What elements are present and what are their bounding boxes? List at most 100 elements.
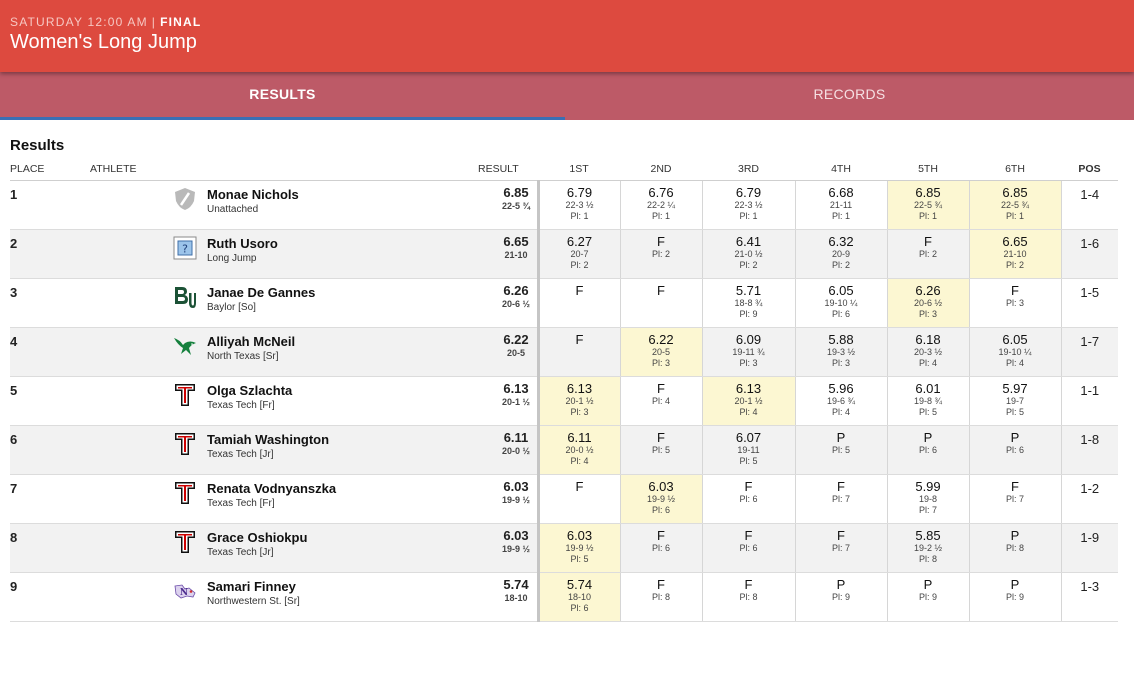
attempt-cell-2: 6.76 22-2 ¼ Pl: 1 (620, 180, 703, 230)
attempt-mark: 6.41 (735, 233, 762, 249)
attempt-cell-2: 6.03 19-9 ½ Pl: 6 (620, 474, 703, 524)
attempt-mark: F (744, 576, 753, 592)
attempt-cell-5: P Pl: 6 (887, 425, 970, 475)
attempt-place: Pl: 4 (831, 406, 850, 417)
tab-results[interactable]: RESULTS (0, 72, 565, 120)
attempt-imperial: 20-6 ½ (913, 297, 943, 308)
attempt-mark: 6.27 (566, 233, 593, 249)
attempt-place: Pl: 3 (570, 406, 589, 417)
attempt-imperial: 19-8 ¾ (913, 395, 943, 406)
result-mark: 6.13 (503, 380, 529, 396)
col-header-attempt-1[interactable]: 1ST (538, 158, 620, 181)
table-row[interactable]: 6 Tamiah Washington Texas Tech [Jr] 6.11 20-… (10, 425, 1118, 475)
attempt-mark: 6.68 (828, 184, 854, 200)
attempt-mark: F (575, 331, 584, 347)
attempt-mark: 6.03 (648, 478, 674, 494)
attempt-cell-3: 6.79 22-3 ½ Pl: 1 (702, 180, 796, 230)
attempt-place: Pl: 6 (1005, 444, 1024, 455)
result-mark: 6.65 (503, 233, 529, 249)
attempt-mark: F (924, 233, 932, 249)
attempt-imperial: 18-8 ¾ (734, 297, 763, 308)
athlete-name[interactable]: Olga Szlachta (207, 382, 293, 398)
attempt-cell-2: F (620, 278, 703, 328)
table-row[interactable]: 2? Ruth Usoro Long Jump 6.65 21-10 6.27 20-7 Pl… (10, 229, 1118, 279)
result-mark: 6.03 (503, 478, 529, 494)
table-row[interactable]: 4 Alliyah McNeil North Texas [Sr] 6.22 20-5 F… (10, 327, 1118, 377)
attempt-mark: F (575, 282, 584, 298)
attempt-place: Pl: 3 (739, 357, 758, 368)
attempt-place: Pl: 6 (570, 602, 589, 613)
col-header-attempt-3[interactable]: 3RD (702, 158, 795, 181)
attempt-cell-2: F Pl: 5 (620, 425, 703, 475)
col-header-place[interactable]: PLACE (10, 158, 90, 181)
athlete-cell: Alliyah McNeil North Texas [Sr] (90, 327, 470, 377)
tab-bar: RESULTS RECORDS (0, 72, 1134, 120)
attempt-place: Pl: 8 (739, 591, 758, 602)
attempt-mark: 6.22 (648, 331, 674, 347)
table-header: PLACE ATHLETE RESULT 1ST 2ND 3RD 4TH 5TH… (10, 158, 1118, 181)
table-row[interactable]: 1 Monae Nichols Unattached 6.85 22-5 ¾ 6.79 22… (10, 180, 1118, 230)
athlete-name[interactable]: Janae De Gannes (207, 284, 316, 300)
attempt-mark: 6.85 (1002, 184, 1028, 200)
attempt-imperial: 19-9 ½ (646, 493, 676, 504)
attempt-imperial: 19-8 (918, 493, 937, 504)
attempt-place: Pl: 8 (651, 591, 670, 602)
col-header-result[interactable]: RESULT (470, 158, 538, 181)
place-cell: 1 (10, 180, 90, 230)
attempt-cell-6: 6.05 19-10 ¼ Pl: 4 (969, 327, 1062, 377)
athlete-name[interactable]: Grace Oshiokpu (207, 529, 308, 545)
attempt-mark: 6.05 (828, 282, 854, 298)
attempt-cell-5: 6.18 20-3 ½ Pl: 4 (887, 327, 970, 377)
attempt-place: Pl: 5 (918, 406, 937, 417)
place-cell: 8 (10, 523, 90, 573)
attempt-mark: 6.07 (735, 429, 762, 445)
attempt-place: Pl: 4 (739, 406, 758, 417)
attempt-imperial: 21-10 (1003, 248, 1027, 259)
athlete-name[interactable]: Monae Nichols (207, 186, 299, 202)
athlete-team: Texas Tech [Jr] (207, 546, 274, 558)
attempt-place: Pl: 4 (918, 357, 937, 368)
attempt-mark: F (744, 527, 753, 543)
table-row[interactable]: 8 Grace Oshiokpu Texas Tech [Jr] 6.03 19-9 ½… (10, 523, 1118, 573)
attempt-cell-1: 6.03 19-9 ½ Pl: 5 (536, 523, 621, 573)
section-title: Results (10, 137, 65, 154)
col-header-attempt-2[interactable]: 2ND (620, 158, 702, 181)
athlete-name[interactable]: Ruth Usoro (207, 235, 278, 251)
place-cell: 9 (10, 572, 90, 622)
table-row[interactable]: 7 Renata Vodnyanszka Texas Tech [Fr] 6.03 19… (10, 474, 1118, 524)
athlete-name[interactable]: Renata Vodnyanszka (207, 480, 337, 496)
attempt-place: Pl: 4 (651, 395, 670, 406)
result-imperial: 21-10 (504, 249, 528, 260)
attempt-imperial: 19-10 ¼ (824, 297, 858, 308)
athlete-name[interactable]: Tamiah Washington (207, 431, 330, 447)
col-header-attempt-5[interactable]: 5TH (887, 158, 969, 181)
attempt-place: Pl: 7 (1005, 493, 1024, 504)
attempt-cell-5: P Pl: 9 (887, 572, 970, 622)
attempt-mark: 6.09 (735, 331, 762, 347)
athlete-team: Long Jump (207, 252, 257, 264)
col-header-attempt-6[interactable]: 6TH (969, 158, 1061, 181)
athlete-name[interactable]: Alliyah McNeil (207, 333, 296, 349)
flight-position-cell: 1-6 (1061, 229, 1118, 279)
col-header-athlete[interactable]: ATHLETE (90, 158, 470, 181)
unknown-team-icon: ? (173, 236, 197, 260)
athlete-team: North Texas [Sr] (207, 350, 279, 362)
attempt-place: Pl: 1 (831, 210, 850, 221)
flight-position-cell: 1-3 (1061, 572, 1118, 622)
table-row[interactable]: 9 N Samari Finney Northwestern St. [Sr] 5.74… (10, 572, 1118, 622)
flight-position-cell: 1-1 (1061, 376, 1118, 426)
attempt-imperial: 19-9 ½ (565, 542, 594, 553)
attempt-cell-4: 6.32 20-9 Pl: 2 (795, 229, 888, 279)
col-header-pos[interactable]: POS (1061, 158, 1118, 181)
attempt-mark: F (837, 527, 845, 543)
tab-records[interactable]: RECORDS (813, 86, 886, 102)
athlete-name[interactable]: Samari Finney (207, 578, 296, 594)
attempt-imperial: 19-10 ¼ (998, 346, 1032, 357)
attempt-imperial: 20-5 (651, 346, 670, 357)
attempt-mark: 5.99 (915, 478, 941, 494)
baylor-bu-icon (173, 285, 197, 309)
attempt-mark: 5.88 (828, 331, 854, 347)
col-header-attempt-4[interactable]: 4TH (795, 158, 887, 181)
